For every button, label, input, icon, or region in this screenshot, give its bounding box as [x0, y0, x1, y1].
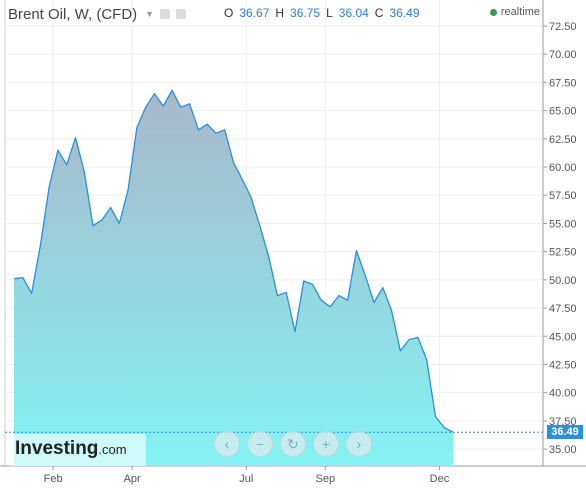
x-tick-label: Feb — [44, 473, 63, 485]
y-tick-label: 52.50 — [549, 247, 577, 259]
y-tick-label: 40.00 — [549, 388, 577, 400]
status-dot-icon — [489, 8, 497, 16]
y-tick-label: 47.50 — [549, 303, 577, 315]
chart-controls: ‹ − ↻ + › — [214, 431, 372, 457]
y-tick-label: 60.00 — [549, 162, 577, 174]
y-tick-label: 37.50 — [549, 416, 577, 428]
scroll-right-button[interactable]: › — [346, 431, 372, 457]
y-tick-label: 57.50 — [549, 190, 577, 202]
x-tick-label: Jul — [239, 473, 253, 485]
y-tick-label: 62.50 — [549, 134, 577, 146]
axes: 35.00 37.50 40.00 42.50 45.00 47.50 50.00 52.50… — [44, 21, 577, 485]
chart-header: Brent Oil, W, (CFD) ▼ — [8, 4, 187, 24]
y-tick-label: 65.00 — [549, 106, 577, 118]
x-tick-label: Apr — [124, 473, 141, 485]
x-tick-label: Dec — [430, 473, 450, 485]
area-fill — [14, 90, 453, 467]
close-label: C — [374, 6, 384, 20]
y-tick-label: 67.50 — [549, 77, 577, 89]
realtime-indicator: realtime — [489, 6, 540, 18]
y-tick-label: 35.00 — [549, 444, 577, 456]
reset-button[interactable]: ↻ — [280, 431, 306, 457]
ohlc-readout: O 36.67 H 36.75 L 36.04 C 36.49 — [224, 6, 420, 20]
low-value: 36.04 — [338, 6, 369, 20]
chart-title: Brent Oil, W, (CFD) — [8, 5, 138, 23]
scroll-left-button[interactable]: ‹ — [214, 431, 240, 457]
low-label: L — [326, 6, 333, 20]
logo-suffix: .com — [98, 442, 127, 457]
realtime-label: realtime — [500, 6, 540, 18]
logo-brand: Investing — [15, 438, 99, 459]
x-tick-label: Sep — [316, 473, 336, 485]
y-tick-label: 70.00 — [549, 49, 577, 61]
close-value: 36.49 — [389, 6, 420, 20]
open-value: 36.67 — [239, 6, 270, 20]
y-tick-label: 45.00 — [549, 331, 577, 343]
zoom-in-button[interactable]: + — [313, 431, 339, 457]
investing-logo: Investing .com — [9, 434, 146, 466]
camera-icon[interactable] — [160, 9, 171, 19]
zoom-out-button[interactable]: − — [247, 431, 273, 457]
area-layer — [5, 89, 543, 467]
high-label: H — [275, 6, 285, 20]
price-line — [13, 89, 454, 433]
y-tick-label: 42.50 — [549, 359, 577, 371]
current-price-tag: 36.49 — [547, 425, 583, 440]
y-tick-label: 50.00 — [549, 275, 577, 287]
chevron-down-icon[interactable]: ▼ — [145, 9, 155, 19]
y-tick-label: 55.00 — [549, 218, 577, 230]
open-label: O — [224, 6, 234, 20]
settings-icon[interactable] — [176, 9, 187, 19]
y-tick-label: 72.50 — [549, 21, 577, 33]
high-value: 36.75 — [290, 6, 321, 20]
